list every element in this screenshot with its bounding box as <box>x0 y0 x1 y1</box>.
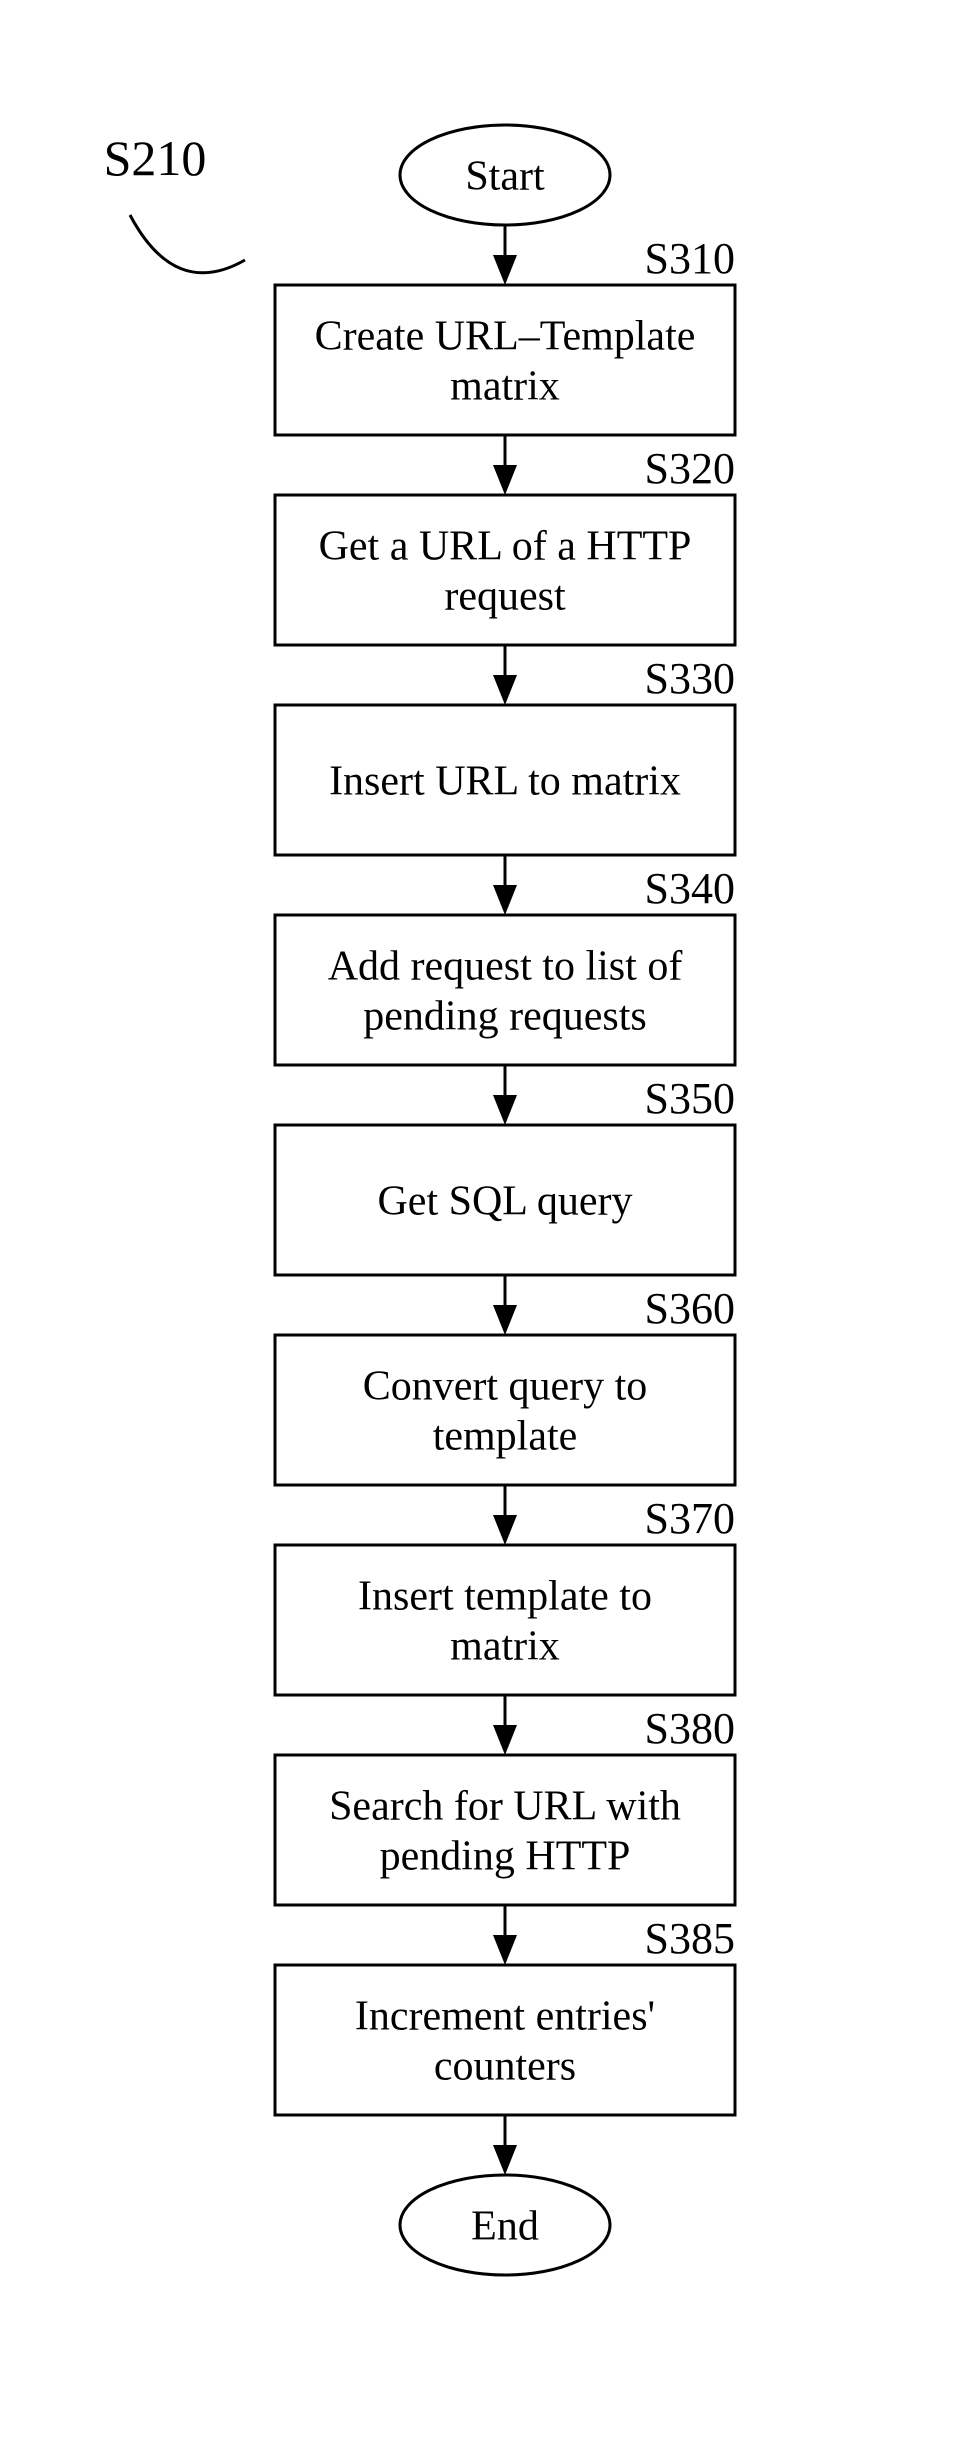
arrowhead <box>493 1725 517 1755</box>
process-text: request <box>444 574 566 620</box>
arrowhead <box>493 675 517 705</box>
process-text: Convert query to <box>363 1364 648 1410</box>
process-text: Create URL–Template <box>315 314 696 360</box>
process-box <box>275 1335 735 1485</box>
process-text: pending HTTP <box>380 1834 631 1880</box>
process-text: template <box>433 1414 578 1460</box>
step-label: S310 <box>645 234 735 283</box>
step-label: S350 <box>645 1074 735 1123</box>
process-text: Add request to list of <box>328 944 683 990</box>
arrowhead <box>493 1095 517 1125</box>
process-text: Increment entries' <box>355 1994 655 2040</box>
process-text: Search for URL with <box>329 1784 681 1830</box>
arrowhead <box>493 255 517 285</box>
start-label: Start <box>465 154 545 200</box>
process-box <box>275 915 735 1065</box>
flowchart-canvas: S210StartS310Create URL–TemplatematrixS3… <box>0 0 964 2439</box>
step-label: S340 <box>645 864 735 913</box>
arrowhead <box>493 465 517 495</box>
step-label: S330 <box>645 654 735 703</box>
process-text: pending requests <box>363 994 646 1040</box>
arrowhead <box>493 885 517 915</box>
step-label: S380 <box>645 1704 735 1753</box>
end-label: End <box>471 2204 539 2250</box>
process-text: matrix <box>450 364 560 410</box>
process-box <box>275 1965 735 2115</box>
title-pointer-curve <box>130 215 245 273</box>
arrowhead <box>493 2145 517 2175</box>
process-box <box>275 1755 735 1905</box>
step-label: S320 <box>645 444 735 493</box>
arrowhead <box>493 1935 517 1965</box>
process-text: Get a URL of a HTTP <box>319 524 692 570</box>
process-text: Get SQL query <box>377 1179 632 1225</box>
diagram-title: S210 <box>104 130 207 186</box>
process-text: counters <box>434 2044 576 2090</box>
process-text: Insert template to <box>358 1574 652 1620</box>
process-box <box>275 285 735 435</box>
arrowhead <box>493 1515 517 1545</box>
process-text: matrix <box>450 1624 560 1670</box>
process-box <box>275 495 735 645</box>
step-label: S370 <box>645 1494 735 1543</box>
process-text: Insert URL to matrix <box>329 759 681 805</box>
arrowhead <box>493 1305 517 1335</box>
step-label: S385 <box>645 1914 735 1963</box>
process-box <box>275 1545 735 1695</box>
step-label: S360 <box>645 1284 735 1333</box>
